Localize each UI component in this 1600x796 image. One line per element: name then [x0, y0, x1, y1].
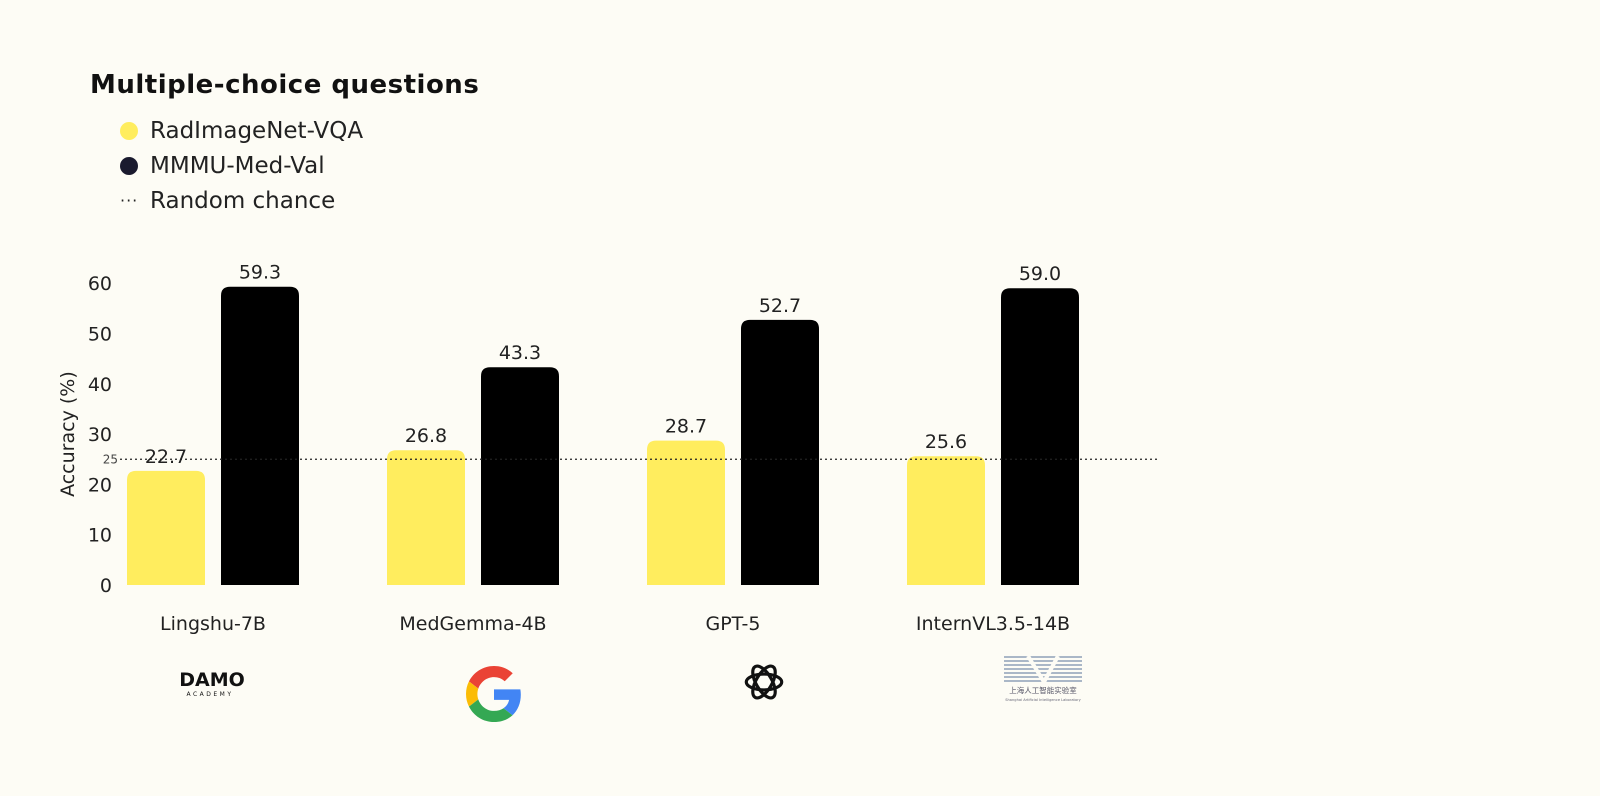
y-axis-label: Accuracy (%) — [57, 371, 79, 497]
bar-mmmu — [221, 286, 299, 585]
legend-label-random-chance: Random chance — [150, 188, 336, 214]
shanghai-lab-subtext: Shanghai Artificial Intelligence Laborat… — [1005, 698, 1081, 702]
data-label: 59.3 — [239, 262, 281, 284]
legend-item-random-chance: ··· Random chance — [120, 185, 335, 217]
data-label: 22.7 — [145, 446, 187, 468]
dotted-line-icon: ··· — [120, 191, 139, 210]
bar-radimagenet — [907, 456, 985, 585]
legend-label-mmmu: MMMU-Med-Val — [150, 153, 325, 179]
legend-item-radimagenet: RadImageNet-VQA — [120, 115, 363, 147]
y-tick-label: 30 — [88, 424, 112, 446]
x-tick-label: InternVL3.5-14B — [916, 613, 1070, 635]
data-label: 28.7 — [665, 416, 707, 438]
openai-logo — [744, 664, 784, 700]
chart-title: Multiple-choice questions — [90, 70, 480, 100]
x-tick-label: Lingshu-7B — [160, 613, 266, 635]
data-label: 59.0 — [1019, 263, 1061, 285]
y-tick-label: 50 — [88, 324, 112, 346]
damo-academy-logo: DAMO ACADEMY — [179, 669, 245, 698]
y-tick-label: 60 — [88, 273, 112, 295]
y-tick-label: 20 — [88, 474, 112, 496]
x-tick-label: GPT-5 — [706, 613, 761, 635]
random-chance-value-label: 25 — [103, 452, 118, 466]
bar-mmmu — [481, 367, 559, 585]
legend-swatch-mmmu — [120, 157, 138, 175]
damo-logo-text: DAMO — [179, 669, 245, 691]
data-label: 25.6 — [925, 431, 967, 453]
legend-item-mmmu: MMMU-Med-Val — [120, 150, 325, 182]
legend-label-radimagenet: RadImageNet-VQA — [150, 118, 364, 144]
bar-radimagenet — [647, 440, 725, 585]
y-tick-label: 40 — [88, 374, 112, 396]
bar-radimagenet — [387, 450, 465, 585]
data-label: 43.3 — [499, 342, 541, 364]
bar-mmmu — [741, 319, 819, 585]
y-tick-label: 0 — [100, 575, 112, 597]
x-tick-label: MedGemma-4B — [399, 613, 546, 635]
damo-logo-subtext: ACADEMY — [186, 691, 233, 698]
data-label: 26.8 — [405, 425, 447, 447]
shanghai-ai-lab-logo: 上海人工智能实验室 Shanghai Artificial Intelligen… — [1004, 654, 1082, 702]
shanghai-lab-name: 上海人工智能实验室 — [1009, 685, 1077, 695]
data-label: 52.7 — [759, 295, 801, 317]
bar-radimagenet — [127, 470, 205, 585]
y-tick-label: 10 — [88, 525, 112, 547]
bar-mmmu — [1001, 288, 1079, 585]
google-logo — [466, 666, 521, 722]
legend-swatch-radimagenet — [120, 122, 138, 140]
